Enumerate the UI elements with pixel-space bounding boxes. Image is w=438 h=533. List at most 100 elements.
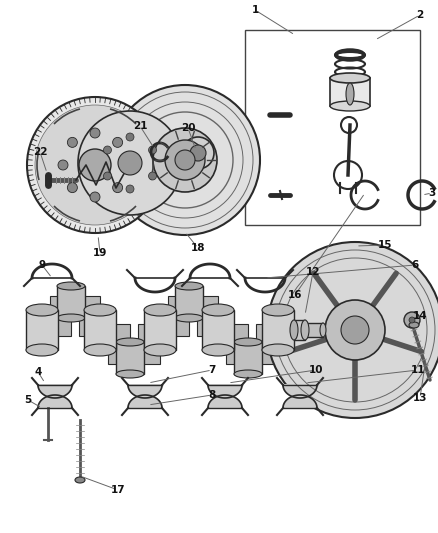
Bar (197, 296, 218, 336)
Bar (245, 30, 420, 225)
Bar (26, 310, 58, 350)
Ellipse shape (116, 370, 144, 378)
Ellipse shape (202, 344, 234, 356)
Text: 16: 16 (288, 290, 302, 300)
Circle shape (79, 149, 111, 181)
Ellipse shape (301, 320, 309, 340)
Bar (168, 296, 189, 336)
Bar (57, 286, 85, 318)
Bar (108, 324, 130, 364)
Text: 14: 14 (413, 311, 427, 321)
Circle shape (35, 105, 155, 225)
Bar (175, 286, 203, 318)
Circle shape (78, 111, 182, 215)
Ellipse shape (144, 304, 176, 316)
Ellipse shape (57, 282, 85, 290)
Bar (202, 310, 234, 350)
Ellipse shape (290, 320, 298, 340)
Bar (138, 324, 160, 364)
Text: 22: 22 (33, 147, 47, 157)
Circle shape (190, 145, 206, 161)
Ellipse shape (346, 83, 354, 105)
Ellipse shape (234, 338, 262, 346)
Polygon shape (208, 395, 242, 408)
Bar (330, 78, 370, 106)
Text: 18: 18 (191, 243, 205, 253)
Text: 11: 11 (411, 365, 425, 375)
Text: 13: 13 (413, 393, 427, 403)
Ellipse shape (202, 304, 234, 316)
Ellipse shape (26, 344, 58, 356)
Bar (116, 342, 144, 374)
Ellipse shape (330, 73, 370, 83)
Ellipse shape (57, 314, 85, 322)
Text: 20: 20 (181, 123, 195, 133)
Circle shape (267, 242, 438, 418)
Text: 12: 12 (306, 267, 320, 277)
Polygon shape (283, 395, 317, 408)
Ellipse shape (330, 101, 370, 111)
Circle shape (67, 183, 78, 192)
Ellipse shape (116, 338, 144, 346)
Ellipse shape (26, 304, 58, 316)
Circle shape (90, 128, 100, 138)
Polygon shape (128, 395, 162, 408)
Circle shape (118, 151, 142, 175)
Bar (144, 310, 176, 350)
Circle shape (325, 300, 385, 360)
Circle shape (58, 160, 68, 170)
Circle shape (404, 312, 420, 328)
Bar (84, 310, 116, 350)
Polygon shape (38, 385, 72, 398)
Ellipse shape (84, 344, 116, 356)
Circle shape (110, 85, 260, 235)
Text: 21: 21 (133, 121, 147, 131)
Circle shape (103, 172, 112, 180)
Bar (294, 320, 305, 340)
Text: 8: 8 (208, 390, 215, 400)
Circle shape (27, 97, 163, 233)
Ellipse shape (75, 477, 85, 483)
Circle shape (126, 185, 134, 193)
Circle shape (165, 140, 205, 180)
Circle shape (122, 160, 132, 170)
Bar (256, 324, 278, 364)
Polygon shape (208, 385, 242, 398)
Circle shape (148, 146, 156, 154)
Bar (234, 342, 262, 374)
Text: 5: 5 (25, 395, 32, 405)
Circle shape (113, 183, 123, 192)
Circle shape (153, 128, 217, 192)
Bar (305, 323, 323, 337)
Ellipse shape (175, 282, 203, 290)
Polygon shape (283, 385, 317, 398)
Text: 6: 6 (411, 260, 419, 270)
Bar (50, 296, 71, 336)
Circle shape (182, 137, 214, 169)
Ellipse shape (262, 304, 294, 316)
Text: 17: 17 (111, 485, 125, 495)
Bar (79, 296, 100, 336)
Bar (262, 310, 294, 350)
Text: 2: 2 (417, 10, 424, 20)
Circle shape (341, 316, 369, 344)
Circle shape (103, 146, 112, 154)
Text: 3: 3 (428, 188, 436, 198)
Ellipse shape (409, 322, 419, 328)
Circle shape (126, 133, 134, 141)
Ellipse shape (234, 370, 262, 378)
Circle shape (113, 138, 123, 147)
Bar (226, 324, 248, 364)
Text: 19: 19 (93, 248, 107, 258)
Circle shape (175, 150, 195, 170)
Text: 10: 10 (309, 365, 323, 375)
Text: 7: 7 (208, 365, 215, 375)
Polygon shape (128, 385, 162, 398)
Text: 9: 9 (39, 260, 46, 270)
Text: 1: 1 (251, 5, 258, 15)
Ellipse shape (320, 323, 326, 337)
Circle shape (148, 172, 156, 180)
Text: 15: 15 (378, 240, 392, 250)
Ellipse shape (144, 344, 176, 356)
Circle shape (90, 192, 100, 202)
